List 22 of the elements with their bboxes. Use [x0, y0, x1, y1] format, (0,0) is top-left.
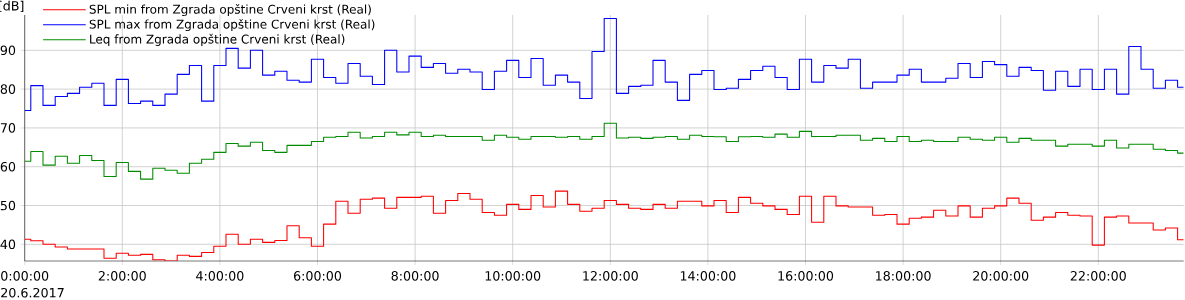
legend-label: SPL max from Zgrada opštine Crveni krst (Real) [89, 18, 375, 32]
x-tick-label: 10:00:00 [485, 271, 541, 281]
y-tick-label: 40 [0, 239, 16, 250]
y-tick-label: 70 [0, 123, 16, 133]
x-tick-label: 18:00:00 [876, 271, 931, 281]
legend-label: SPL min from Zgrada opštine Crveni krst (Real) [89, 4, 371, 17]
x-tick-label: 6:00:00 [293, 271, 342, 281]
x-tick-label: 2:00:00 [98, 271, 146, 281]
x-tick-label: 4:00:00 [196, 271, 244, 281]
legend-label: Leq from Zgrada opštine Crveni krst (Real) [90, 33, 345, 46]
y-tick-label: 90 [0, 45, 16, 56]
text: 20.6.2017 [1, 287, 64, 298]
x-tick-label: 8:00:00 [391, 271, 439, 281]
x-tick-label: 0:00:00 [1, 271, 49, 281]
x-tick-label: 16:00:00 [778, 271, 834, 281]
x-tick-label: 14:00:00 [680, 271, 736, 281]
x-tick-label: 20:00:00 [973, 271, 1029, 281]
x-tick-label: 12:00:00 [583, 271, 638, 281]
y-tick-label: 50 [0, 200, 16, 211]
y-tick-label: 60 [0, 161, 16, 172]
x-tick-label: 22:00:00 [1070, 271, 1126, 281]
y-tick-label: 80 [0, 84, 16, 94]
